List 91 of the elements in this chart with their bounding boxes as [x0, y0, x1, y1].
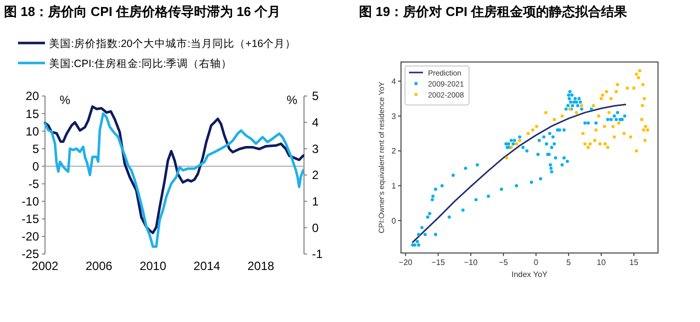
chart-title: 图 19：房价对 CPI 住房租金项的静态拟合结果 — [359, 4, 628, 19]
x-tick-label: −15 — [431, 258, 446, 267]
y2-tick-label: 5 — [312, 89, 319, 104]
y2-tick-label: 3 — [312, 142, 319, 156]
point — [641, 83, 645, 86]
point — [640, 104, 644, 108]
point — [505, 156, 508, 160]
point — [604, 142, 607, 146]
y-tick-label: 10 — [26, 124, 40, 138]
point — [518, 138, 522, 142]
y-tick-label: 0 — [392, 216, 397, 226]
x-tick-label: 2018 — [247, 259, 275, 273]
point — [588, 142, 592, 146]
y-tick-label: -10 — [22, 194, 40, 209]
point — [604, 90, 608, 94]
chart-title: 图 18：房价向 CPI 住房价格传导时滞为 16 个月 — [4, 4, 281, 19]
x-tick-label: 2010 — [140, 259, 167, 273]
y-tick-label: 1 — [392, 182, 397, 191]
point — [622, 132, 626, 136]
point — [638, 69, 642, 72]
point — [531, 128, 534, 132]
point — [612, 135, 616, 139]
point — [574, 110, 578, 114]
point — [617, 121, 620, 125]
y2-tick-label: 2 — [312, 168, 319, 182]
x-tick-label: −5 — [498, 258, 509, 267]
point — [636, 76, 640, 80]
y-tick-label: 5 — [32, 142, 40, 156]
point — [581, 132, 585, 136]
y-tick-label: 20 — [26, 89, 40, 104]
x-tick-label: 2014 — [194, 259, 221, 273]
point — [629, 135, 632, 139]
point — [560, 114, 564, 118]
point — [600, 96, 603, 100]
x-tick-label: 2002 — [32, 259, 59, 273]
y-tick-label: -5 — [28, 176, 40, 191]
y-tick-label: 15 — [26, 106, 40, 121]
point — [626, 86, 629, 90]
point — [526, 132, 530, 136]
point — [632, 86, 636, 90]
x-tick-label: 5 — [566, 258, 572, 267]
point — [646, 128, 650, 132]
y-tick-label: 0 — [32, 159, 40, 174]
point — [592, 104, 596, 108]
point — [634, 72, 638, 76]
y-tick-label: 4 — [392, 76, 397, 86]
y-tick-label: -25 — [22, 247, 40, 262]
x-tick-label: 0 — [534, 258, 539, 267]
y2-tick-label: 1 — [312, 194, 319, 209]
point — [594, 128, 598, 132]
point — [642, 96, 646, 100]
point — [586, 146, 590, 149]
point — [644, 124, 648, 128]
y-axis-title: % — [60, 93, 71, 107]
point — [607, 110, 611, 114]
point — [598, 142, 602, 146]
point — [616, 83, 620, 86]
point — [583, 142, 587, 146]
y2-axis-title: % — [286, 93, 298, 107]
y-tick-label: 2 — [392, 146, 397, 156]
x-tick-label: 10 — [596, 258, 606, 267]
point — [642, 128, 646, 132]
point — [609, 96, 613, 100]
x-tick-label: 2006 — [86, 259, 113, 273]
x-tick-label: 15 — [629, 258, 639, 267]
point — [614, 90, 618, 94]
y2-tick-label: -1 — [312, 247, 323, 262]
point — [514, 142, 518, 146]
legend-label: 美国:CPI:住房租金:同比:季调（右轴） — [49, 57, 232, 70]
point — [643, 138, 647, 142]
y2-tick-label: 0 — [312, 220, 319, 235]
point — [535, 124, 538, 128]
point — [593, 138, 596, 142]
point — [597, 114, 600, 118]
point — [634, 149, 638, 152]
x-tick-label: −10 — [464, 258, 478, 267]
point — [611, 124, 615, 128]
point — [552, 118, 556, 122]
point — [640, 118, 644, 122]
point — [544, 110, 548, 114]
point — [580, 104, 584, 108]
legend-label: 美国:房价指数:20个大中城市:当月同比（+16个月） — [49, 37, 296, 50]
point — [600, 94, 604, 97]
point — [606, 146, 610, 149]
point — [602, 124, 606, 128]
y2-tick-label: 4 — [312, 116, 319, 130]
y-tick-label: 3 — [392, 112, 397, 121]
y-tick-label: -20 — [22, 230, 40, 244]
x-tick-label: −20 — [398, 258, 413, 267]
y-tick-label: -15 — [22, 212, 40, 226]
x-axis-title: Index YoY — [511, 270, 548, 279]
